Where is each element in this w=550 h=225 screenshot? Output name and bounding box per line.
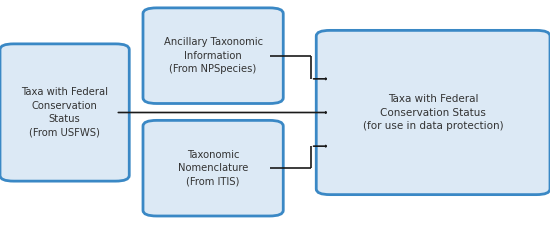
Text: Taxa with Federal
Conservation Status
(for use in data protection): Taxa with Federal Conservation Status (f… (363, 94, 503, 131)
FancyBboxPatch shape (143, 8, 283, 104)
Text: Ancillary Taxonomic
Information
(From NPSpecies): Ancillary Taxonomic Information (From NP… (163, 37, 263, 74)
FancyBboxPatch shape (316, 30, 550, 195)
Text: Taxonomic
Nomenclature
(From ITIS): Taxonomic Nomenclature (From ITIS) (178, 150, 248, 187)
FancyBboxPatch shape (0, 44, 129, 181)
Text: Taxa with Federal
Conservation
Status
(From USFWS): Taxa with Federal Conservation Status (F… (21, 87, 108, 138)
FancyBboxPatch shape (143, 120, 283, 216)
